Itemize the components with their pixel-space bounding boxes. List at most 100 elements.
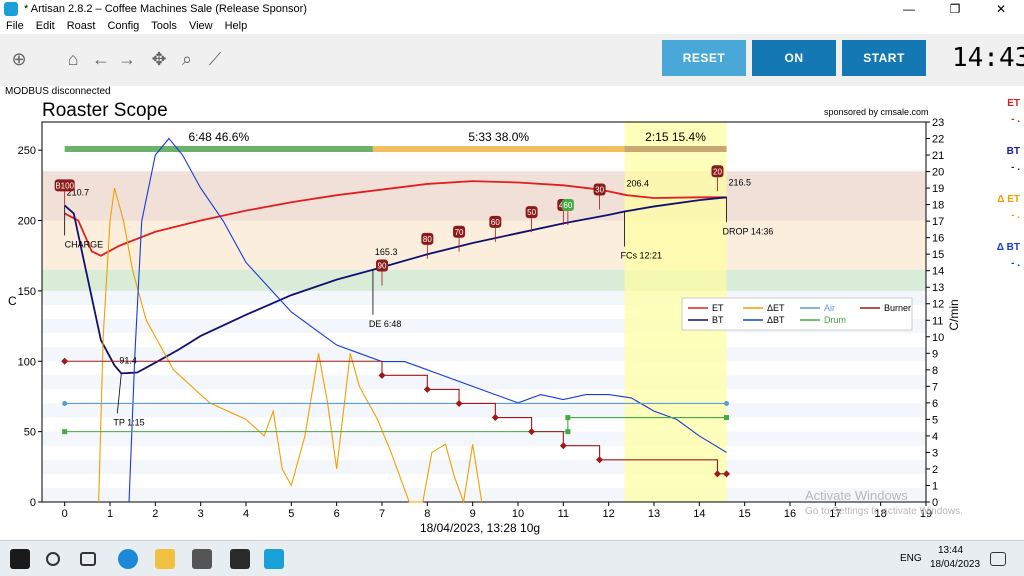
event-label-3: FCs 12:21 bbox=[621, 251, 663, 261]
phase-label-2: 2:15 15.4% bbox=[645, 130, 706, 144]
chart-icon[interactable]: ⟋ bbox=[208, 49, 222, 69]
mail-icon[interactable] bbox=[230, 549, 250, 569]
minimize-button[interactable]: — bbox=[903, 2, 915, 16]
y2-tick-label: 19 bbox=[932, 183, 944, 195]
x-tick-label: 14 bbox=[693, 508, 705, 520]
menu-help[interactable]: Help bbox=[224, 20, 248, 32]
x-tick-label: 11 bbox=[558, 508, 569, 520]
marker-burner bbox=[378, 371, 386, 379]
event-value-1: 91.4 bbox=[119, 355, 137, 365]
menu-config[interactable]: Config bbox=[107, 20, 140, 32]
event-value-0: 210.7 bbox=[67, 187, 90, 197]
burner-tag-box bbox=[489, 215, 502, 228]
x-tick-label: 12 bbox=[603, 508, 615, 520]
menu-tools[interactable]: Tools bbox=[151, 20, 177, 32]
side-legend-dash: - . bbox=[1011, 258, 1020, 269]
sponsor-text: sponsored by cmsale.com bbox=[824, 107, 929, 117]
taskbar: ENG 13:44 18/04/2023 bbox=[0, 540, 1024, 576]
burner-tag-4: 60 bbox=[491, 218, 500, 227]
store-icon[interactable] bbox=[192, 549, 212, 569]
y2-tick-label: 18 bbox=[932, 200, 944, 212]
menu-view[interactable]: View bbox=[188, 20, 213, 32]
burner-tag-box bbox=[421, 232, 434, 245]
pan-icon[interactable]: ✥ bbox=[151, 49, 167, 69]
menu-file[interactable]: File bbox=[6, 20, 24, 32]
marker-burner bbox=[61, 357, 69, 365]
x-tick-label: 5 bbox=[288, 508, 294, 520]
series-delta-bt bbox=[128, 137, 727, 503]
add-icon[interactable]: ⊕ bbox=[11, 49, 27, 69]
phase-label-1: 5:33 38.0% bbox=[468, 130, 529, 144]
modbus-status: MODBUS disconnected bbox=[5, 86, 111, 97]
file-explorer-icon[interactable] bbox=[155, 549, 175, 569]
x-tick-label: 8 bbox=[424, 508, 430, 520]
marker-burner bbox=[713, 470, 721, 478]
close-button[interactable]: ✕ bbox=[995, 2, 1007, 16]
burner-tag-1: 90 bbox=[378, 262, 387, 271]
side-legend-et: ET bbox=[1007, 98, 1020, 109]
marker-drum bbox=[62, 429, 68, 435]
language-indicator[interactable]: ENG bbox=[900, 553, 922, 564]
chart-title: Roaster Scope bbox=[42, 100, 168, 121]
y-tick-label: 150 bbox=[18, 286, 36, 298]
menu-bar: File Edit Roast Config Tools View Help bbox=[0, 18, 1024, 34]
event-label-1: TP 1:15 bbox=[113, 417, 144, 427]
event-label-0: CHARGE bbox=[65, 239, 104, 249]
burner-tag-box bbox=[453, 225, 466, 238]
side-legend-deltaet: Δ ET bbox=[997, 194, 1020, 205]
y2-tick-label: 6 bbox=[932, 398, 938, 410]
windows-start-icon[interactable] bbox=[10, 549, 30, 569]
side-legend-deltabt: Δ BT bbox=[996, 242, 1020, 253]
forward-arrow-icon[interactable]: → bbox=[118, 49, 136, 69]
y2-tick-label: 10 bbox=[932, 332, 944, 344]
legend-label-2: ΔET bbox=[767, 303, 785, 313]
tray-date[interactable]: 18/04/2023 bbox=[930, 559, 981, 570]
home-icon[interactable]: ⌂ bbox=[67, 49, 79, 69]
menu-edit[interactable]: Edit bbox=[35, 20, 55, 32]
back-arrow-icon[interactable]: ← bbox=[92, 49, 110, 69]
burner-tag-box bbox=[711, 165, 724, 178]
side-legend-bt: BT bbox=[1006, 146, 1020, 157]
y2-tick-label: 11 bbox=[932, 315, 943, 327]
menu-roast[interactable]: Roast bbox=[66, 20, 96, 32]
legend-label-1: BT bbox=[712, 315, 724, 325]
temperature-band bbox=[42, 171, 926, 221]
zoom-icon[interactable]: ⌕ bbox=[181, 49, 193, 69]
artisan-app-icon bbox=[4, 2, 18, 16]
legend-label-3: ΔBT bbox=[767, 315, 785, 325]
x-tick-label: 1 bbox=[107, 508, 113, 520]
window-title: * Artisan 2.8.2 – Coffee Machines Sale (… bbox=[24, 3, 307, 15]
y2-tick-label: 7 bbox=[932, 381, 938, 393]
burner-tag-box bbox=[593, 183, 606, 196]
on-button[interactable]: ON bbox=[752, 40, 836, 76]
series-burner bbox=[64, 360, 727, 475]
burner-tag-8: 30 bbox=[595, 186, 604, 195]
reset-button[interactable]: RESET bbox=[662, 40, 746, 76]
start-button[interactable]: START bbox=[842, 40, 926, 76]
y2-axis-label: C/min bbox=[947, 299, 960, 330]
task-view-icon[interactable] bbox=[80, 552, 96, 566]
tray-time[interactable]: 13:44 bbox=[938, 545, 964, 556]
lcd-clock: 14:43 bbox=[952, 43, 1024, 73]
maximize-button[interactable]: ❐ bbox=[949, 2, 961, 16]
notification-icon[interactable] bbox=[990, 552, 1006, 566]
y2-tick-label: 9 bbox=[932, 348, 938, 360]
phase-label-0: 6:48 46.6% bbox=[188, 130, 249, 144]
y-tick-label: 0 bbox=[30, 497, 36, 509]
edge-icon[interactable] bbox=[118, 549, 138, 569]
y2-tick-label: 2 bbox=[932, 464, 938, 476]
burner-tag-0: B100 bbox=[55, 181, 74, 190]
event-value-2: 165.3 bbox=[375, 247, 398, 257]
marker-air bbox=[724, 400, 730, 406]
series-delta-et bbox=[98, 187, 483, 505]
grid-stripe bbox=[42, 375, 926, 390]
toolbar: ⊕ ⌂ ← → ✥ ⌕ ⟋ RESET ON START 14:43 bbox=[0, 34, 1024, 86]
x-tick-label: 19 bbox=[920, 508, 932, 520]
artisan-taskbar-icon[interactable] bbox=[264, 549, 284, 569]
marker-burner bbox=[528, 428, 536, 436]
x-tick-label: 15 bbox=[739, 508, 751, 520]
burner-tag-box bbox=[525, 206, 538, 219]
search-icon[interactable] bbox=[46, 552, 60, 566]
x-tick-label: 18 bbox=[875, 508, 887, 520]
y2-tick-label: 14 bbox=[932, 266, 944, 278]
